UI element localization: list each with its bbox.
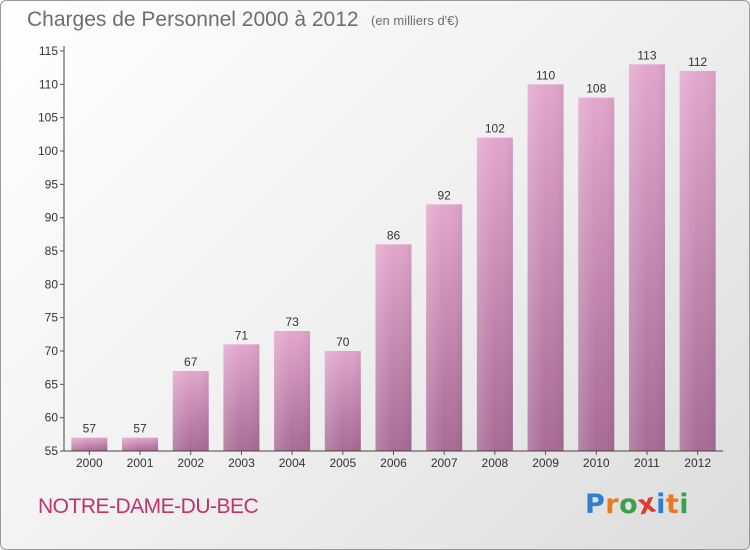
data-label: 67 <box>184 355 198 369</box>
bar-shine <box>122 437 159 451</box>
bar-shine <box>628 64 665 452</box>
data-label: 73 <box>285 315 299 329</box>
bar-shine <box>426 204 463 451</box>
y-tick-label: 60 <box>45 411 59 425</box>
data-label: 112 <box>688 55 707 69</box>
y-tick-label: 90 <box>45 211 59 225</box>
y-tick-label: 100 <box>38 144 58 158</box>
logo-letter: t <box>665 489 680 520</box>
x-tick-label: 2009 <box>532 456 559 470</box>
x-tick-label: 2006 <box>380 456 407 470</box>
commune-name: NOTRE-DAME-DU-BEC <box>38 495 259 518</box>
y-tick-label: 70 <box>45 344 59 358</box>
x-tick-label: 2010 <box>583 456 610 470</box>
bar-shine <box>375 244 412 451</box>
bar-shine <box>527 84 564 451</box>
data-label: 57 <box>83 422 97 436</box>
bar-shine <box>679 71 716 451</box>
logo-letter: o <box>619 489 639 520</box>
x-tick-label: 2003 <box>228 456 255 470</box>
data-label: 57 <box>133 422 147 436</box>
logo-letter: r <box>605 489 620 520</box>
unit-note: (en milliers d'€) <box>371 13 459 28</box>
logo-letter: i <box>656 489 666 520</box>
y-tick-label: 75 <box>45 311 59 325</box>
y-tick-label: 80 <box>45 277 59 291</box>
bar-shine <box>476 137 513 451</box>
data-label: 110 <box>536 68 555 82</box>
x-tick-label: 2002 <box>177 456 204 470</box>
bar-shine <box>71 437 108 451</box>
y-tick-label: 55 <box>45 444 59 458</box>
data-label: 108 <box>586 82 606 96</box>
bar-shine <box>578 97 615 452</box>
data-label: 113 <box>637 48 656 62</box>
x-tick-label: 2004 <box>279 456 306 470</box>
y-tick-label: 115 <box>39 44 58 58</box>
data-label: 102 <box>485 122 505 136</box>
chart-title: Charges de Personnel 2000 à 2012 <box>27 8 359 31</box>
bar-shine <box>172 371 209 451</box>
x-tick-label: 2012 <box>684 456 711 470</box>
data-label: 92 <box>438 188 452 202</box>
logo-letter: P <box>585 489 606 520</box>
data-label: 70 <box>336 335 350 349</box>
x-tick-label: 2000 <box>76 456 103 470</box>
x-tick-label: 2008 <box>482 456 509 470</box>
data-label: 86 <box>387 228 401 242</box>
y-tick-label: 110 <box>39 77 58 91</box>
y-tick-label: 105 <box>38 111 58 125</box>
proxiti-logo[interactable]: Proxiti <box>585 487 690 521</box>
y-tick-label: 85 <box>45 244 59 258</box>
data-label: 71 <box>235 328 249 342</box>
x-tick-label: 2007 <box>431 456 458 470</box>
y-tick-label: 65 <box>45 377 59 391</box>
bar-shine <box>324 351 361 451</box>
x-tick-label: 2005 <box>329 456 356 470</box>
x-tick-label: 2011 <box>634 456 660 470</box>
logo-letter: i <box>679 489 690 520</box>
y-tick-label: 95 <box>45 177 59 191</box>
bar-shine <box>223 344 260 451</box>
bar-shine <box>274 331 311 451</box>
x-tick-label: 2001 <box>127 456 154 470</box>
